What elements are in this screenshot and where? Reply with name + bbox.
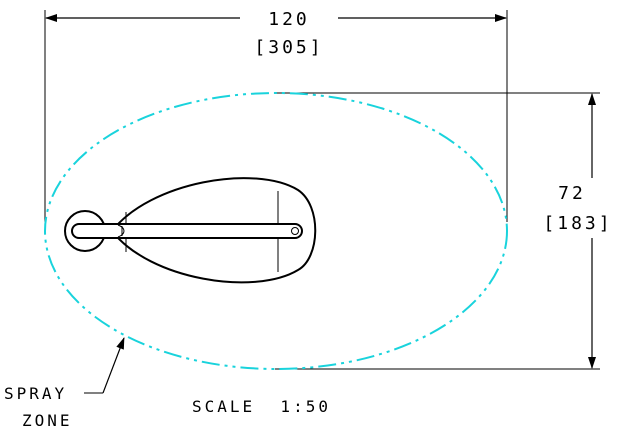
spray-bar-end-cap <box>291 227 299 235</box>
spray-zone-label-line1: SPRAY <box>4 384 67 403</box>
spray-zone-ellipse <box>44 92 508 370</box>
height-value-mm: [183] <box>543 213 612 234</box>
spray-zone-callout: SPRAY ZONE <box>4 337 125 430</box>
height-value-inches: 72 <box>558 183 586 204</box>
sprinkler-body-outline <box>110 177 317 284</box>
spray-bar-coupling <box>117 224 125 238</box>
scale-note: SCALE 1:50 <box>192 397 331 416</box>
width-dimension: 120 [305] <box>44 9 508 222</box>
spray-zone-leader-diagonal <box>102 337 125 394</box>
spray-bar-tube <box>71 223 303 239</box>
height-dimension: 72 [183] <box>275 92 612 370</box>
width-value-mm: [305] <box>254 37 323 58</box>
width-value-inches: 120 <box>268 9 310 30</box>
spray-zone-label-line2: ZONE <box>22 411 73 430</box>
